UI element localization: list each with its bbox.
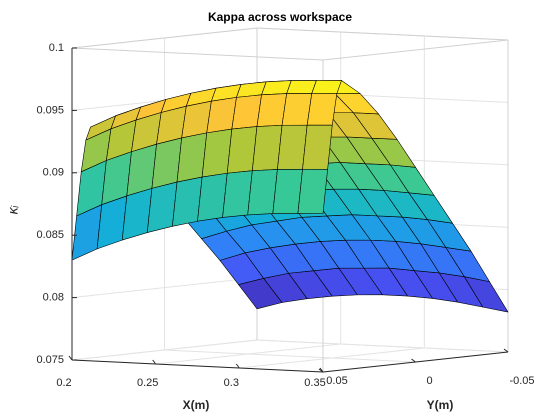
x-tick	[68, 355, 73, 361]
surface-patch	[252, 124, 283, 172]
surface-patch	[311, 80, 342, 94]
grid-line	[164, 349, 416, 363]
grid-line	[256, 339, 509, 353]
z-tick-label: 0.095	[36, 104, 64, 116]
y-tick-label: 0.05	[326, 375, 347, 387]
x-tick	[235, 363, 240, 369]
x-tick-label: 0.35	[304, 377, 325, 389]
surface-patch	[247, 169, 278, 216]
box-edge	[322, 39, 509, 61]
x-axis-label: X(m)	[183, 398, 210, 412]
z-tick-label: 0.1	[49, 42, 64, 54]
chart-title: Kappa across workspace	[208, 10, 352, 24]
x-axis	[71, 359, 324, 373]
z-tick-label: 0.09	[43, 167, 64, 179]
y-axis-label: Y(m)	[427, 398, 454, 412]
surface-patch	[306, 93, 338, 126]
z-axis-label: κᵢ	[5, 205, 21, 214]
box-edge	[71, 27, 258, 49]
surface-patch	[272, 169, 303, 214]
y-tick-label: 0	[426, 375, 432, 387]
surface-patch	[277, 124, 308, 170]
x-tick	[152, 359, 157, 365]
y-tick	[411, 358, 416, 363]
box-edge	[256, 27, 509, 41]
z-tick-label: 0.085	[36, 229, 64, 241]
y-tick-label: -0.05	[509, 375, 534, 387]
surface-patch	[281, 93, 313, 126]
surface-patch	[286, 80, 317, 94]
surface-patch	[256, 93, 287, 127]
z-tick-label: 0.075	[36, 354, 64, 366]
y-tick	[318, 368, 324, 373]
box-edge	[71, 47, 324, 61]
y-tick	[503, 348, 509, 353]
surface-patch	[297, 169, 328, 214]
z-tick-label: 0.08	[43, 292, 64, 304]
surface-patch	[302, 124, 333, 170]
x-tick-label: 0.2	[56, 377, 71, 389]
x-tick-label: 0.3	[224, 377, 239, 389]
x-tick-label: 0.25	[137, 377, 158, 389]
surface-patch	[71, 204, 103, 261]
